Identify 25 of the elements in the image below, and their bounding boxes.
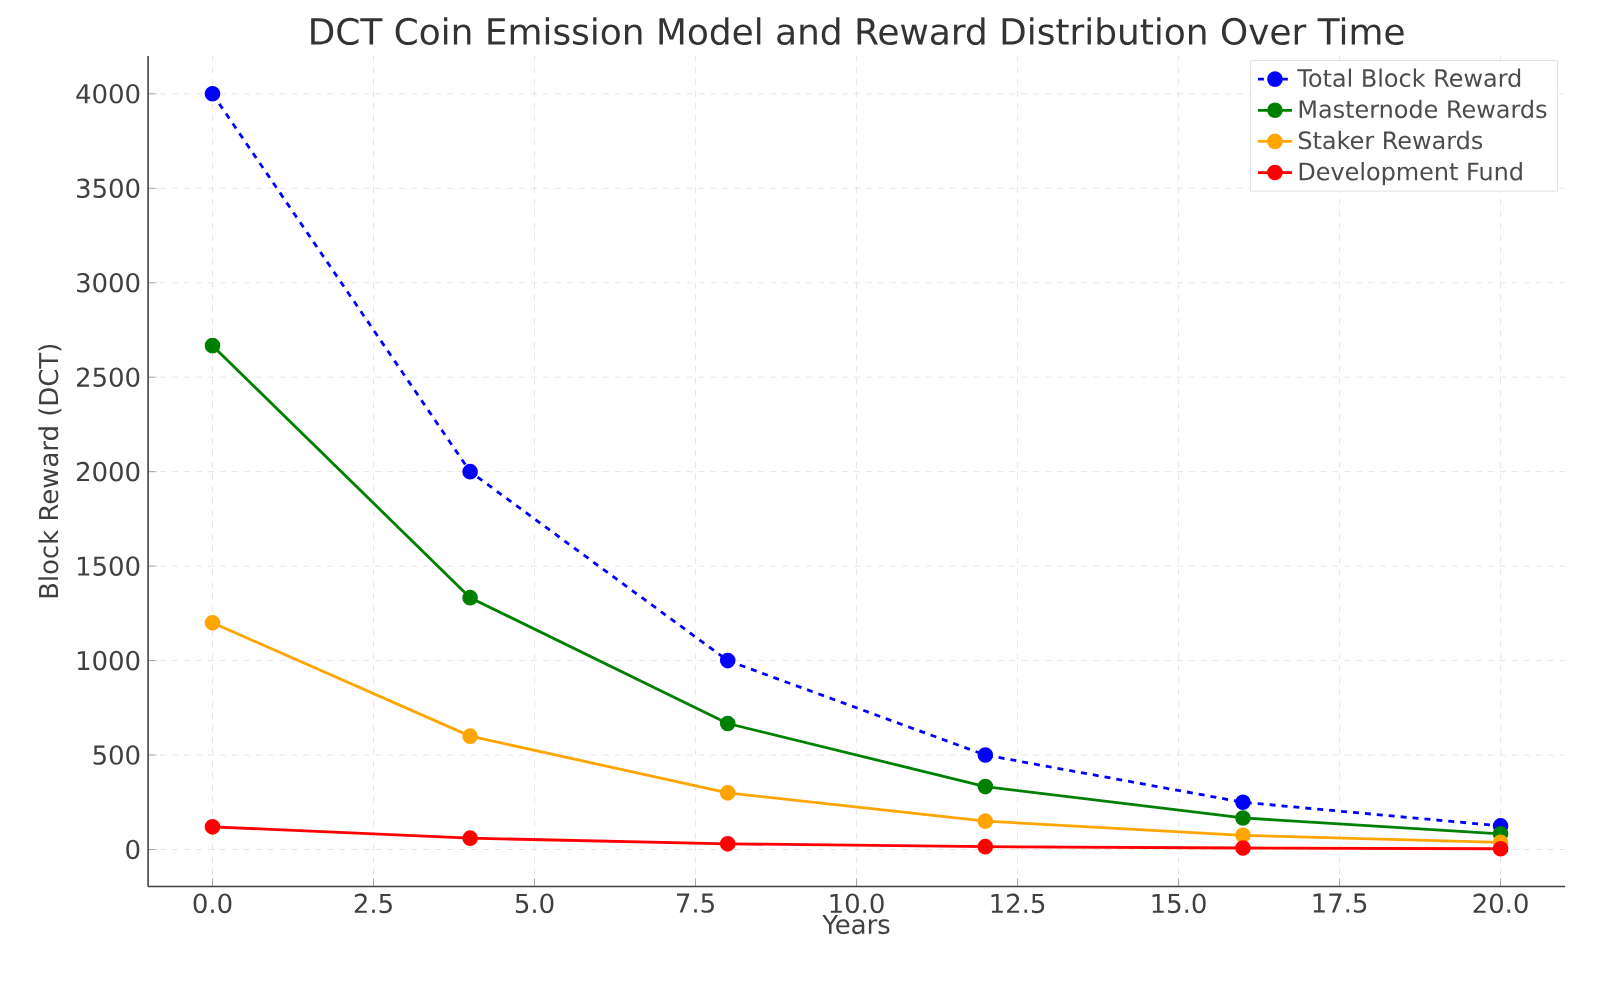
y-tick-label: 2000: [77, 462, 140, 482]
x-tick-label: 10.0: [830, 893, 884, 914]
x-tick-label: 7.5: [677, 893, 714, 914]
y-tick-label: 3500: [77, 178, 140, 199]
y-tick-label: 0: [126, 839, 140, 860]
x-tick-label: 5.0: [515, 893, 554, 914]
x-tick-label: 17.5: [1313, 893, 1367, 914]
y-tick-label: 4000: [76, 84, 140, 104]
legend-label: Total Block Reward: [1297, 68, 1521, 88]
y-axis-title: Block Reward (DCT): [38, 345, 62, 598]
legend-label: Development Fund: [1299, 162, 1522, 186]
y-tick-label: 500: [93, 745, 140, 766]
x-tick-label: 12.5: [991, 893, 1045, 914]
x-tick-label: 0.0: [193, 893, 232, 914]
x-tick-label: 2.5: [354, 893, 392, 914]
y-tick-label: 3000: [77, 273, 140, 293]
x-tick-label: 15.0: [1152, 893, 1206, 914]
y-tick-label: 1000: [77, 650, 140, 671]
y-tick-label: 1500: [77, 556, 140, 577]
x-axis-title: Years: [822, 915, 890, 935]
legend-label: Staker Rewards: [1298, 131, 1483, 150]
x-tick-label: 20.0: [1473, 893, 1528, 914]
chart-title: DCT Coin Emission Model and Reward Distribution Over Time: [311, 17, 1404, 46]
y-tick-label: 2500: [77, 367, 140, 388]
legend-label: Masternode Rewards: [1299, 99, 1547, 119]
